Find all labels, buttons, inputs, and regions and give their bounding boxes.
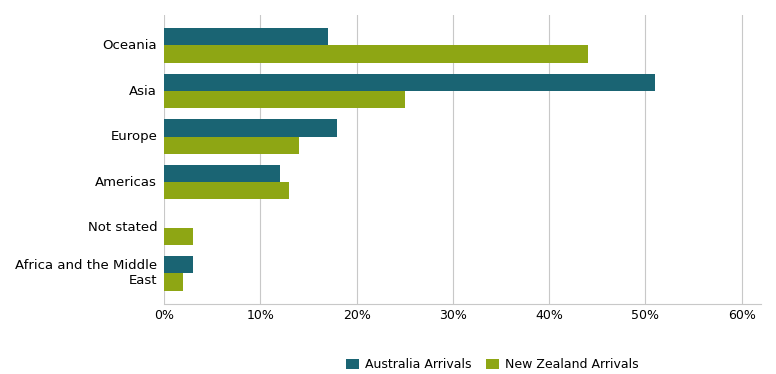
Bar <box>164 119 338 137</box>
Bar <box>164 273 183 291</box>
Bar <box>164 137 299 154</box>
Bar <box>164 46 587 63</box>
Bar <box>164 256 193 273</box>
Bar <box>164 74 655 91</box>
Bar <box>164 165 279 182</box>
Bar <box>164 182 289 199</box>
Legend: Australia Arrivals, New Zealand Arrivals: Australia Arrivals, New Zealand Arrivals <box>341 353 644 374</box>
Bar <box>164 91 405 108</box>
Bar <box>164 228 193 245</box>
Bar <box>164 28 327 46</box>
